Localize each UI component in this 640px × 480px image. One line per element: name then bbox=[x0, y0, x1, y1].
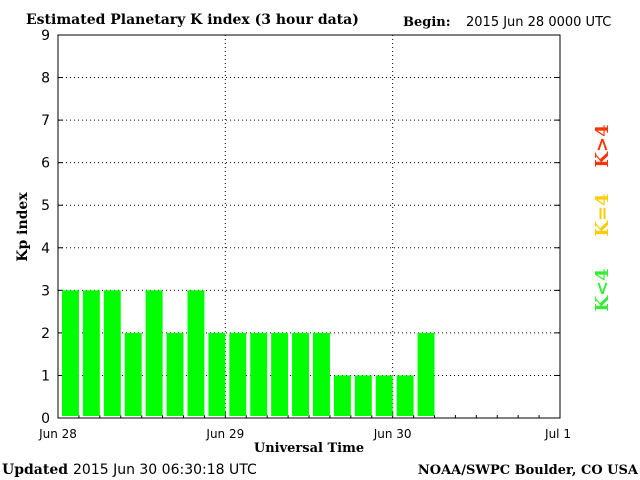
source-credit: NOAA/SWPC Boulder, CO USA bbox=[418, 463, 639, 478]
kp-bar bbox=[417, 332, 435, 416]
y-axis-label: Kp index bbox=[15, 192, 31, 262]
kp-bar bbox=[333, 375, 351, 416]
x-tick-label: Jun 29 bbox=[205, 427, 244, 441]
kp-bar bbox=[62, 290, 79, 416]
y-tick-labels: 0 1 2 3 4 5 6 7 8 9 bbox=[41, 28, 50, 427]
y-tick-label: 4 bbox=[41, 241, 50, 257]
kp-bar bbox=[271, 332, 289, 416]
x-tick-label: Jun 30 bbox=[373, 427, 412, 441]
kp-bar bbox=[292, 332, 309, 416]
y-tick-label: 2 bbox=[41, 326, 50, 342]
y-tick-label: 5 bbox=[41, 198, 50, 214]
kp-bar bbox=[187, 290, 205, 416]
bar-series bbox=[62, 290, 435, 416]
y-tick-label: 9 bbox=[41, 28, 50, 44]
y-tick-label: 7 bbox=[41, 113, 50, 129]
kp-bar bbox=[313, 332, 330, 416]
begin-value: 2015 Jun 28 0000 UTC bbox=[466, 15, 611, 30]
kp-bar bbox=[124, 332, 142, 416]
kp-bar bbox=[396, 375, 414, 416]
legend-mid: K=4 bbox=[592, 193, 613, 236]
kp-bar bbox=[354, 375, 372, 416]
x-tick-labels: Jun 28 Jun 29 Jun 30 Jul 1 bbox=[38, 427, 571, 441]
kp-bar bbox=[375, 375, 393, 416]
y-tick-label: 1 bbox=[41, 368, 50, 384]
x-tick-label: Jun 28 bbox=[38, 427, 77, 441]
updated-value: 2015 Jun 30 06:30:18 UTC bbox=[73, 462, 257, 478]
x-tick-label: Jul 1 bbox=[544, 427, 571, 441]
y-tick-label: 0 bbox=[41, 411, 50, 427]
kp-bar bbox=[250, 332, 268, 416]
legend-high: K>4 bbox=[592, 124, 613, 167]
kp-bar bbox=[145, 290, 163, 416]
begin-label: Begin: bbox=[403, 15, 451, 30]
kp-bar bbox=[103, 290, 121, 416]
kp-bar bbox=[229, 332, 247, 416]
kp-bar bbox=[166, 332, 184, 416]
x-axis-label: Universal Time bbox=[254, 441, 364, 456]
y-tick-label: 6 bbox=[41, 156, 50, 172]
legend-low: K<4 bbox=[592, 268, 613, 311]
kp-bar bbox=[82, 290, 100, 416]
kp-bar bbox=[208, 332, 226, 416]
y-tick-label: 3 bbox=[41, 283, 50, 299]
y-tick-label: 8 bbox=[41, 71, 50, 87]
chart-title: Estimated Planetary K index (3 hour data… bbox=[26, 12, 359, 28]
updated-label: Updated bbox=[2, 462, 68, 478]
